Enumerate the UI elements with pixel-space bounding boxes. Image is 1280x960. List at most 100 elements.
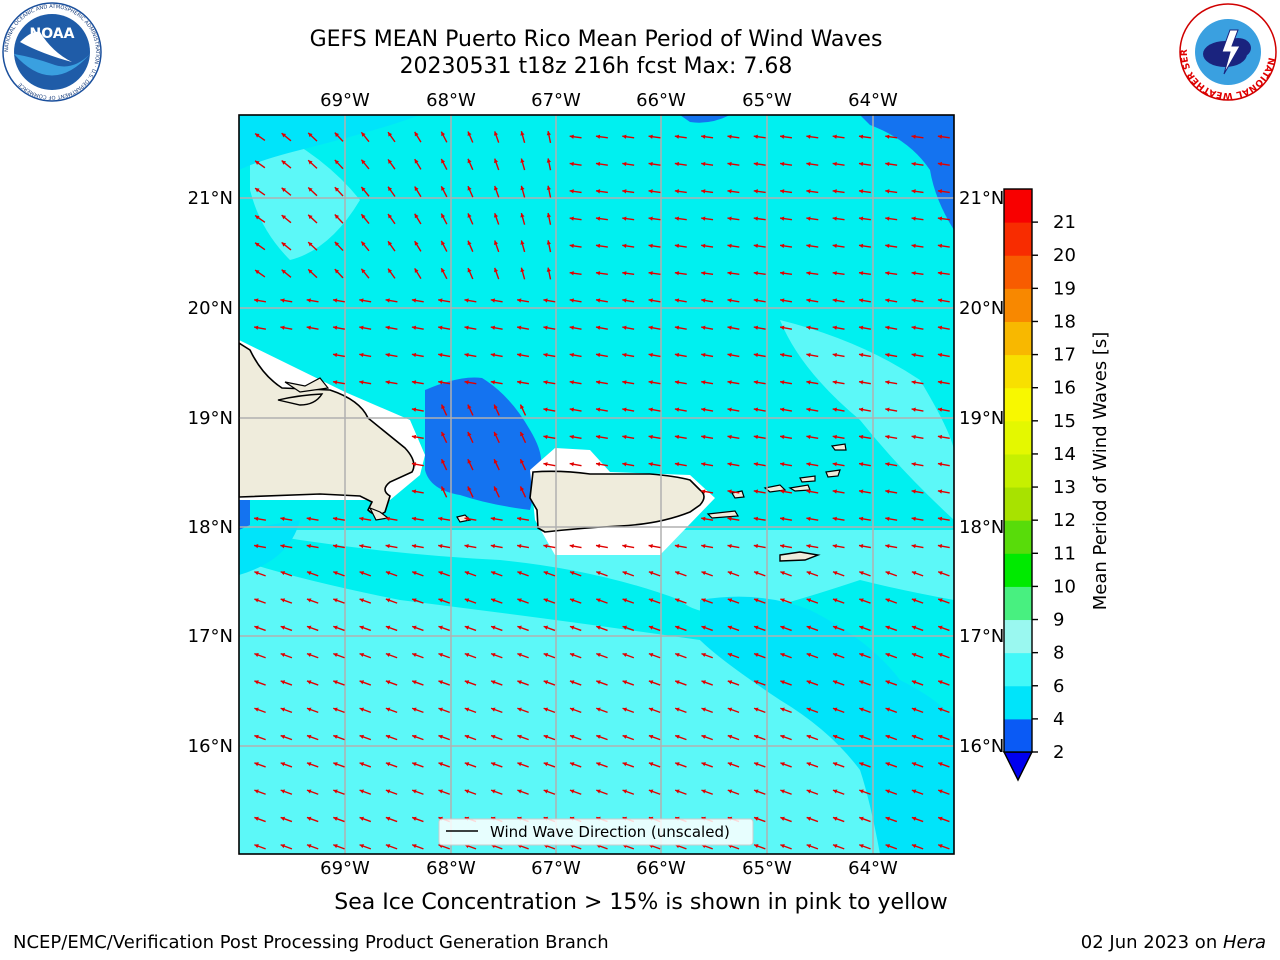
wave-arrow-head — [859, 816, 864, 821]
wave-arrow-head — [493, 431, 498, 437]
wave-arrow-head — [622, 189, 627, 194]
wave-arrow-head — [780, 625, 785, 630]
wave-arrow-head — [359, 816, 365, 821]
wave-arrow-head — [938, 598, 943, 603]
wave-arrow-head — [359, 571, 365, 576]
wave-arrow-head — [938, 625, 943, 630]
wave-arrow-head — [780, 680, 785, 685]
wave-arrow-head — [281, 242, 287, 247]
footer-credit: NCEP/EMC/Verification Post Processing Pr… — [13, 932, 609, 953]
wave-arrow-head — [806, 571, 812, 576]
wave-arrow-head — [254, 652, 259, 658]
lon-label: 68°W — [426, 90, 476, 111]
wave-arrow-head — [385, 571, 391, 576]
wave-arrow-head — [674, 380, 680, 385]
wave-arrow-head — [414, 131, 419, 137]
wave-arrow-head — [361, 214, 366, 219]
wave-arrow-head — [332, 352, 338, 358]
wave-arrow-head — [885, 134, 890, 139]
wave-arrow-head — [727, 544, 732, 549]
wave-arrow-head — [806, 243, 811, 249]
wave-arrow-head — [543, 352, 548, 358]
wave-arrow-head — [648, 216, 653, 221]
wave-arrow-head — [727, 161, 732, 167]
wave-arrow-head — [441, 240, 446, 246]
wave-arrow-head — [858, 434, 864, 440]
wave-arrow-head — [543, 380, 548, 385]
wave-arrow-head — [832, 598, 838, 603]
wave-arrow-head — [543, 680, 549, 685]
lat-labels-right: 21°N 20°N 19°N 18°N 17°N 16°N — [959, 188, 1004, 757]
wave-arrow-head — [333, 734, 338, 739]
wave-arrow-head — [467, 404, 472, 410]
lon-labels-top: 69°W 68°W 67°W 66°W 65°W 64°W — [320, 90, 898, 111]
lon-label: 69°W — [320, 90, 370, 111]
lon-label: 66°W — [636, 858, 686, 879]
wave-arrow-head — [858, 161, 864, 167]
wave-arrow-head — [280, 571, 286, 576]
colorbar-swatch — [1004, 189, 1032, 223]
wave-arrow-head — [832, 762, 838, 767]
wave-arrow-head — [911, 189, 916, 194]
wave-arrow-head — [254, 789, 259, 794]
wave-arrow-head — [441, 431, 446, 437]
wind-wave-direction-arrows — [253, 130, 950, 850]
wave-arrow-head — [937, 434, 943, 440]
wave-arrow-head — [491, 680, 496, 685]
wave-arrow-head — [385, 544, 390, 549]
wave-arrow-head — [780, 816, 785, 821]
wave-arrow-head — [333, 844, 338, 849]
wave-arrow-head — [753, 134, 758, 139]
wave-arrow-head — [464, 516, 469, 521]
wave-arrow-head — [754, 680, 759, 685]
wave-arrow-head — [911, 734, 917, 739]
wave-arrow-head — [388, 268, 393, 274]
wave-arrow-head — [858, 298, 864, 303]
wave-arrow-head — [438, 625, 443, 630]
wave-arrow-head — [385, 380, 390, 385]
wave-arrow-head — [832, 844, 838, 849]
low-period-zone-ne — [860, 115, 954, 230]
colorbar-swatch — [1004, 288, 1032, 322]
wave-arrow-head — [464, 325, 469, 330]
wave-arrow-head — [595, 352, 601, 358]
wave-arrow-head — [520, 213, 525, 218]
wave-arrow-head — [648, 271, 653, 276]
wave-arrow-head — [411, 407, 417, 412]
wave-arrow-head — [622, 298, 627, 303]
colorbar-tick-label: 19 — [1053, 278, 1076, 299]
wave-arrow-head — [622, 161, 627, 167]
wave-arrow-head — [543, 462, 548, 467]
wave-arrow-head — [412, 571, 417, 576]
wave-arrow-head — [832, 216, 837, 221]
wave-arrow-head — [780, 462, 785, 467]
wave-arrow-head — [780, 243, 785, 249]
wave-arrow-head — [596, 652, 601, 658]
wave-arrow-head — [753, 161, 758, 167]
colorbar: 2 4 6 8 9 10 11 12 13 14 15 16 17 18 19 20 21 Mean Perio… — [1002, 188, 1111, 782]
wave-arrow-head — [520, 486, 525, 491]
wave-arrow-head — [911, 598, 917, 603]
wave-arrow-head — [520, 459, 525, 464]
wave-arrow-head — [412, 734, 417, 739]
wave-arrow-head — [595, 462, 601, 467]
wave-arrow-head — [701, 352, 706, 358]
wave-arrow-head — [411, 489, 417, 494]
wave-arrow-head — [806, 216, 811, 221]
wave-arrow-head — [885, 762, 891, 767]
wave-arrow-head — [596, 625, 601, 630]
wave-arrow-head — [937, 161, 943, 167]
wave-arrow-head — [308, 160, 313, 165]
wave-arrow-head — [727, 571, 733, 576]
wave-arrow-head — [517, 516, 522, 521]
wave-arrow-head — [280, 734, 286, 739]
wave-arrow-head — [491, 734, 496, 739]
wave-arrow-head — [411, 380, 417, 385]
wave-arrow-head — [254, 544, 259, 549]
wave-arrow-head — [885, 816, 891, 821]
wave-arrow-head — [832, 134, 837, 139]
wave-arrow-head — [832, 243, 837, 249]
wave-arrow-head — [938, 680, 943, 685]
wave-arrow-head — [701, 298, 706, 303]
wave-arrow-head — [520, 240, 525, 245]
